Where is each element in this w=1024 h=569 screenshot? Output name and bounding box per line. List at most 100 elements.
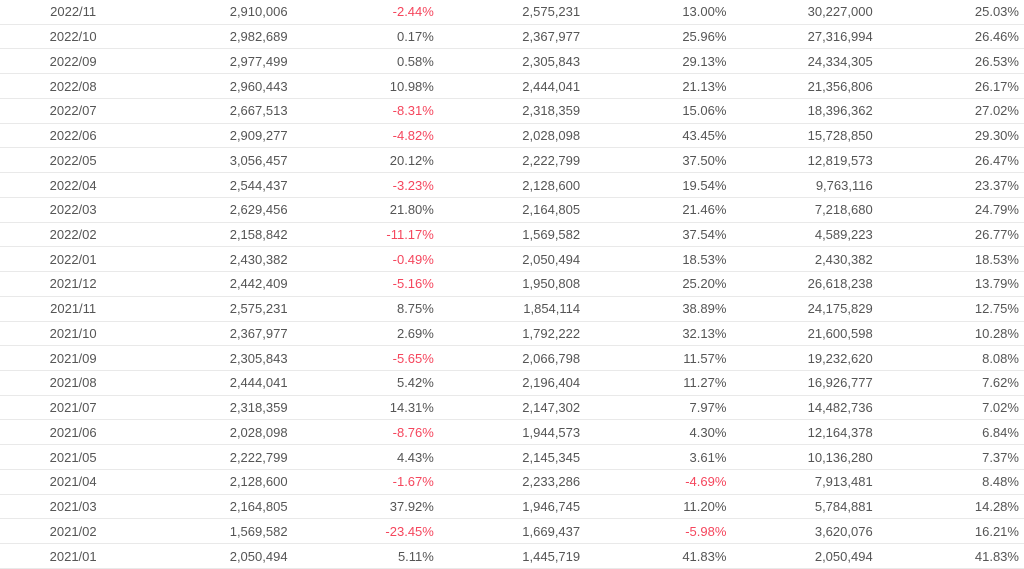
- percent-cell: 8.08%: [982, 350, 1019, 366]
- percent-cell: -0.49%: [392, 251, 434, 267]
- percent-cell: 5.42%: [396, 375, 434, 391]
- number-cell: 7,913,481: [814, 474, 873, 490]
- percent-cell: 2.69%: [396, 325, 434, 341]
- percent-cell: 7.37%: [982, 449, 1019, 465]
- date-cell: 2021/11: [50, 301, 97, 317]
- percent-cell: 26.77%: [974, 226, 1019, 242]
- number-cell: 3,620,076: [814, 523, 873, 539]
- table-row: 2022/07 2,667,513 -8.31% 2,318,359 15.06% 18,…: [0, 98, 1024, 124]
- number-cell: 2,145,345: [522, 449, 581, 465]
- percent-cell: 8.75%: [396, 301, 434, 317]
- number-cell: 21,600,598: [807, 325, 873, 341]
- date-cell: 2021/12: [49, 276, 97, 292]
- percent-cell: 11.20%: [683, 499, 727, 515]
- number-cell: 2,066,798: [522, 350, 581, 366]
- table-row: 2022/09 2,977,499 0.58% 2,305,843 29.13% 24,3…: [0, 49, 1024, 75]
- date-cell: 2022/03: [49, 202, 97, 218]
- number-cell: 2,367,977: [229, 325, 288, 341]
- percent-cell: -5.16%: [392, 276, 434, 292]
- percent-cell: -11.17%: [386, 226, 434, 242]
- percent-cell: 25.03%: [974, 4, 1019, 20]
- table-row: 2021/07 2,318,359 14.31% 2,147,302 7.97% 14,4…: [0, 395, 1024, 421]
- number-cell: 3,056,457: [229, 152, 288, 168]
- number-cell: 2,196,404: [522, 375, 581, 391]
- percent-cell: 21.46%: [682, 202, 727, 218]
- percent-cell: 24.79%: [974, 202, 1019, 218]
- date-cell: 2022/10: [49, 29, 97, 45]
- percent-cell: 7.02%: [982, 400, 1019, 416]
- percent-cell: 20.12%: [389, 152, 434, 168]
- percent-cell: 11.57%: [683, 350, 727, 366]
- number-cell: 1,569,582: [229, 523, 288, 539]
- table-row: 2022/03 2,629,456 21.80% 2,164,805 21.46% 7,2…: [0, 197, 1024, 223]
- percent-cell: 41.83%: [682, 548, 727, 564]
- percent-cell: 16.21%: [974, 523, 1019, 539]
- number-cell: 2,305,843: [229, 350, 288, 366]
- date-cell: 2021/03: [49, 499, 97, 515]
- number-cell: 12,819,573: [807, 152, 873, 168]
- percent-cell: 27.02%: [974, 103, 1019, 119]
- table-row: 2021/08 2,444,041 5.42% 2,196,404 11.27% 16,9…: [0, 371, 1024, 396]
- percent-cell: 7.62%: [982, 375, 1019, 391]
- date-cell: 2021/05: [49, 449, 97, 465]
- percent-cell: -4.82%: [392, 128, 434, 144]
- table-row: 2022/11 2,910,006 -2.44% 2,575,231 13.00% 30,…: [0, 0, 1024, 25]
- date-cell: 2021/02: [49, 523, 97, 539]
- percent-cell: -1.67%: [392, 474, 434, 490]
- number-cell: 24,175,829: [807, 301, 873, 317]
- percent-cell: 25.20%: [682, 276, 727, 292]
- date-cell: 2021/09: [49, 350, 97, 366]
- table-row: 2021/11 2,575,231 8.75% 1,854,114 38.89% 24,1…: [0, 296, 1024, 322]
- number-cell: 2,367,977: [522, 29, 581, 45]
- percent-cell: 41.83%: [974, 548, 1019, 564]
- percent-cell: 4.30%: [689, 424, 727, 440]
- number-cell: 19,232,620: [807, 350, 873, 366]
- number-cell: 10,136,280: [807, 449, 873, 465]
- number-cell: 2,128,600: [229, 474, 288, 490]
- percent-cell: 26.17%: [974, 78, 1019, 94]
- percent-cell: 21.13%: [682, 78, 727, 94]
- percent-cell: 38.89%: [682, 301, 727, 317]
- date-cell: 2022/04: [49, 177, 97, 193]
- date-cell: 2021/07: [49, 400, 97, 416]
- number-cell: 27,316,994: [807, 29, 873, 45]
- table-row: 2021/10 2,367,977 2.69% 1,792,222 32.13% 21,6…: [0, 321, 1024, 347]
- table-row: 2021/02 1,569,582 -23.45% 1,669,437 -5.98% 3,…: [0, 519, 1024, 545]
- date-cell: 2021/08: [49, 375, 97, 391]
- number-cell: 24,334,305: [807, 53, 873, 69]
- number-cell: 1,792,222: [522, 325, 581, 341]
- table-row: 2022/04 2,544,437 -3.23% 2,128,600 19.54% 9,7…: [0, 173, 1024, 198]
- date-cell: 2022/06: [49, 128, 97, 144]
- number-cell: 15,728,850: [807, 128, 873, 144]
- number-cell: 2,147,302: [522, 400, 581, 416]
- date-cell: 2021/04: [49, 474, 97, 490]
- number-cell: 2,982,689: [229, 29, 288, 45]
- table-row: 2022/05 3,056,457 20.12% 2,222,799 37.50% 12,…: [0, 148, 1024, 174]
- percent-cell: 6.84%: [982, 424, 1019, 440]
- number-cell: 2,444,041: [522, 78, 581, 94]
- percent-cell: 29.13%: [682, 53, 727, 69]
- number-cell: 2,128,600: [522, 177, 581, 193]
- number-cell: 2,028,098: [229, 424, 288, 440]
- number-cell: 2,318,359: [522, 103, 581, 119]
- table-row: 2021/05 2,222,799 4.43% 2,145,345 3.61% 10,13…: [0, 445, 1024, 470]
- date-cell: 2022/09: [49, 53, 97, 69]
- table-row: 2022/10 2,982,689 0.17% 2,367,977 25.96% 27,3…: [0, 24, 1024, 50]
- percent-cell: -2.44%: [392, 4, 434, 20]
- percent-cell: 7.97%: [689, 400, 727, 416]
- percent-cell: 14.31%: [389, 400, 434, 416]
- number-cell: 2,575,231: [522, 4, 581, 20]
- date-cell: 2021/10: [49, 325, 97, 341]
- number-cell: 2,028,098: [522, 128, 581, 144]
- percent-cell: 18.53%: [974, 251, 1019, 267]
- number-cell: 2,164,805: [229, 499, 288, 515]
- percent-cell: 14.28%: [974, 499, 1019, 515]
- percent-cell: 37.54%: [682, 226, 727, 242]
- number-cell: 5,784,881: [814, 499, 873, 515]
- percent-cell: 8.48%: [982, 474, 1019, 490]
- number-cell: 14,482,736: [807, 400, 873, 416]
- percent-cell: 19.54%: [682, 177, 727, 193]
- number-cell: 2,430,382: [229, 251, 288, 267]
